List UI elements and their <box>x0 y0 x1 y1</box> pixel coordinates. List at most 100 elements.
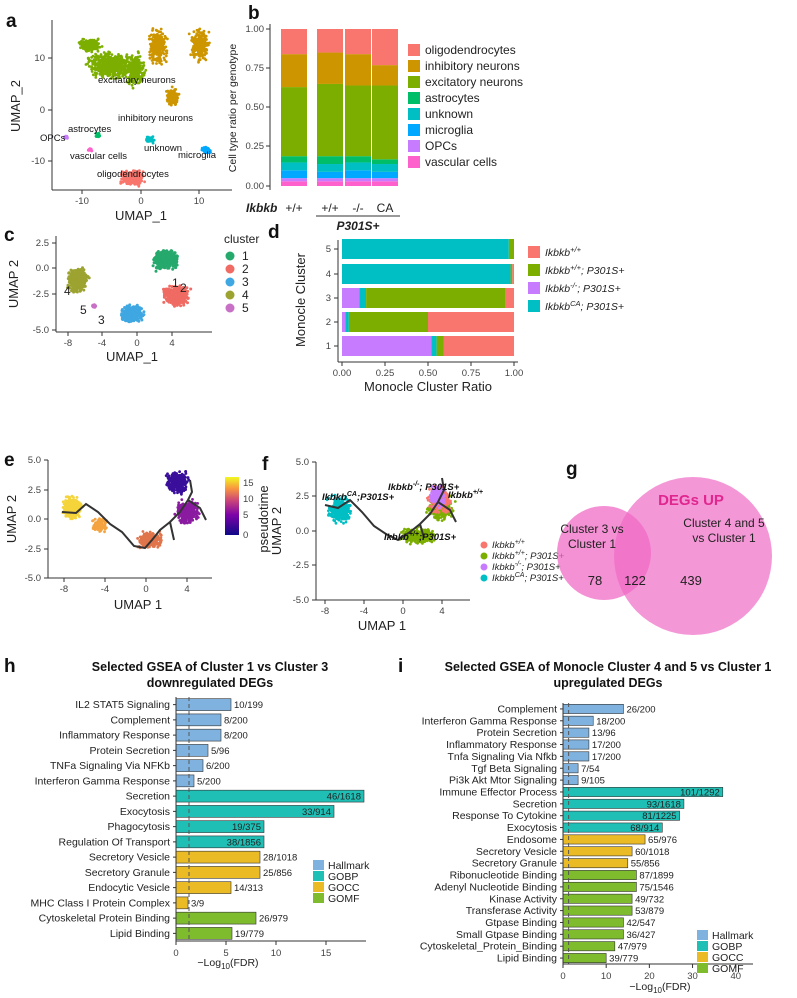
panel-d-legend: Ikbkb+/+ Ikbkb+/+; P301S+ Ikbkb-/-; P301S+… <box>528 245 624 313</box>
panel-label-f: f <box>262 454 269 475</box>
panel-c-legend-dot <box>225 251 235 261</box>
panel-i-bar <box>562 834 646 845</box>
panel-i-legend-swatch <box>697 941 708 951</box>
panel-h-term-label: Secretory Granule <box>85 867 170 879</box>
panel-a-label-microglia: microglia <box>178 150 217 161</box>
panel-b-bar-segment <box>372 159 398 165</box>
panel-b-bar-segment <box>372 181 398 186</box>
panel-b-bar-segment <box>317 178 343 182</box>
panel-i-term-label: Exocytosis <box>507 822 557 834</box>
panel-e-xtick: -8 <box>60 584 68 595</box>
panel-h-term-label: Secretion <box>126 791 171 803</box>
panel-f-xtick: 4 <box>439 606 444 617</box>
panel-d-legend-swatch <box>528 264 540 276</box>
panel-b-category: +/+ <box>321 201 338 215</box>
panel-h-bar <box>175 927 233 940</box>
panel-f-ticks: 5.0 2.5 0.0 -2.5 -5.0 -8 -4 0 4 <box>293 457 445 617</box>
panel-i-bar <box>562 763 579 774</box>
panel-e-cells-end <box>91 517 109 534</box>
panel-h-legend-swatch <box>313 871 324 881</box>
panel-i-bar-label: 17/200 <box>592 752 621 763</box>
panel-e-colorbar <box>225 477 239 535</box>
panel-a-xtick: 0 <box>138 196 143 207</box>
panel-b-bar-segment <box>345 170 371 179</box>
panel-a-label-astrocytes: astrocytes <box>68 124 112 135</box>
panel-label-e: e <box>4 450 15 471</box>
panel-b-bar-segment <box>281 156 307 163</box>
panel-a-label-unknown: unknown <box>144 143 182 154</box>
panel-i-title-line1: Selected GSEA of Monocle Cluster 4 and 5… <box>445 660 772 674</box>
panel-i-term-label: Protein Secretion <box>476 727 557 739</box>
panel-e-ylabel: UMAP 2 <box>4 495 19 543</box>
panel-d-bar-segment <box>342 288 360 308</box>
panel-d-bar-segment <box>359 288 367 308</box>
panel-d-bar-segment <box>348 312 428 332</box>
panel-g-right-label-line1: Cluster 4 and 5 <box>683 516 765 530</box>
panel-g-count-left: 78 <box>588 573 602 588</box>
panel-i-bar <box>562 917 624 928</box>
panel-h-bar-label: 26/979 <box>259 914 288 925</box>
panel-c-xtick: -4 <box>98 338 106 349</box>
panel-c-legend-label: 2 <box>242 262 249 276</box>
panel-d-bar-segment <box>505 288 514 308</box>
panel-b-legend-swatch <box>408 108 420 120</box>
panel-f-xlabel: UMAP 1 <box>358 618 406 633</box>
panel-d-bar-segment <box>345 312 349 332</box>
panel-b-ytick: 0.00 <box>246 181 265 192</box>
panel-h-term-label: TNFa Signaling Via NFKb <box>50 760 170 772</box>
panel-a-inhibitory-cells <box>165 85 181 107</box>
panel-h-legend-label: GOMF <box>328 893 360 905</box>
panel-d-legend-swatch <box>528 246 540 258</box>
panel-a-inhibitory-cells <box>147 27 169 66</box>
panel-h-legend-label: Hallmark <box>328 860 370 872</box>
panel-b-bar-segment <box>372 178 398 182</box>
panel-h-bar <box>175 728 222 742</box>
panel-d-xtick: 0.00 <box>333 368 352 379</box>
panel-i-term-label: Tnfa Signaling Via Nfkb <box>447 751 557 763</box>
panel-f-umap-genotype: 5.0 2.5 0.0 -2.5 -5.0 -8 -4 0 4 UMAP 1 UMAP 2 Ik… <box>269 457 565 633</box>
panel-i-bar <box>562 941 616 952</box>
panel-f-ytick: -5.0 <box>293 595 309 606</box>
panel-e-colorbar-tick: 15 <box>243 478 254 489</box>
panel-b-bar-segment <box>372 85 398 160</box>
panel-f-legend: Ikbkb+/+Ikbkb+/+; P301S+Ikbkb-/-; P301S+… <box>480 539 565 584</box>
panel-b-ytick: 0.25 <box>246 141 265 152</box>
panel-g-count-right: 439 <box>680 573 702 588</box>
panel-d-horizontal-bar: Monocle Cluster Monocle Cluster Ratio 5 4… <box>293 239 624 394</box>
panel-a-opc-cells <box>62 134 69 140</box>
panel-h-bar-label: 19/375 <box>232 822 261 833</box>
panel-e-ytick: 5.0 <box>28 455 41 466</box>
panel-i-term-label: Cytoskeletal_Protein_Binding <box>420 941 557 953</box>
panel-a-xtick: 10 <box>194 196 205 207</box>
panel-i-title-line2: upregulated DEGs <box>553 676 662 690</box>
panel-i-bar-label: 36/427 <box>626 930 655 941</box>
panel-e-trajectory <box>61 479 207 550</box>
panel-b-bar-segment <box>281 162 307 171</box>
panel-b-bar-segment <box>317 181 343 186</box>
panel-i-term-label: Inflammatory Response <box>446 739 557 751</box>
panel-e-xtick: 4 <box>184 584 189 595</box>
panel-f-xtick: 0 <box>400 606 405 617</box>
panel-b-bar-segment <box>372 65 398 86</box>
panel-c-legend-label: 3 <box>242 275 249 289</box>
panel-a-label-oligodendrocytes: oligodendrocytes <box>97 169 169 180</box>
panel-d-ytick: 1 <box>326 341 331 352</box>
panel-f-legend-dot <box>480 574 488 582</box>
panel-i-bar-label: 60/1018 <box>635 847 669 858</box>
panel-h-bar-label: 33/914 <box>302 807 331 818</box>
panel-h-bars: IL2 STAT5 Signaling 10/199 Complement 8/200… <box>31 697 366 959</box>
panel-d-legend-swatch <box>528 282 540 294</box>
panel-e-legend-title: pseudotime <box>256 485 271 552</box>
panel-d-legend-label: Ikbkb+/+ <box>545 245 582 259</box>
panel-d-bar-segment <box>512 264 514 284</box>
panel-h-term-label: Endocytic Vesicle <box>88 882 170 894</box>
panel-i-bar <box>562 905 633 916</box>
panel-f-legend-dot <box>480 563 488 571</box>
panel-a-cell-clusters <box>62 27 212 188</box>
panel-h-term-label: Cytoskeletal Protein Binding <box>39 913 170 925</box>
panel-e-ytick: -5.0 <box>25 573 41 584</box>
panel-i-xtick: 0 <box>560 971 565 982</box>
panel-i-term-label: Immune Effector Process <box>439 786 557 798</box>
panel-i-bar-label: 93/1618 <box>647 799 681 810</box>
